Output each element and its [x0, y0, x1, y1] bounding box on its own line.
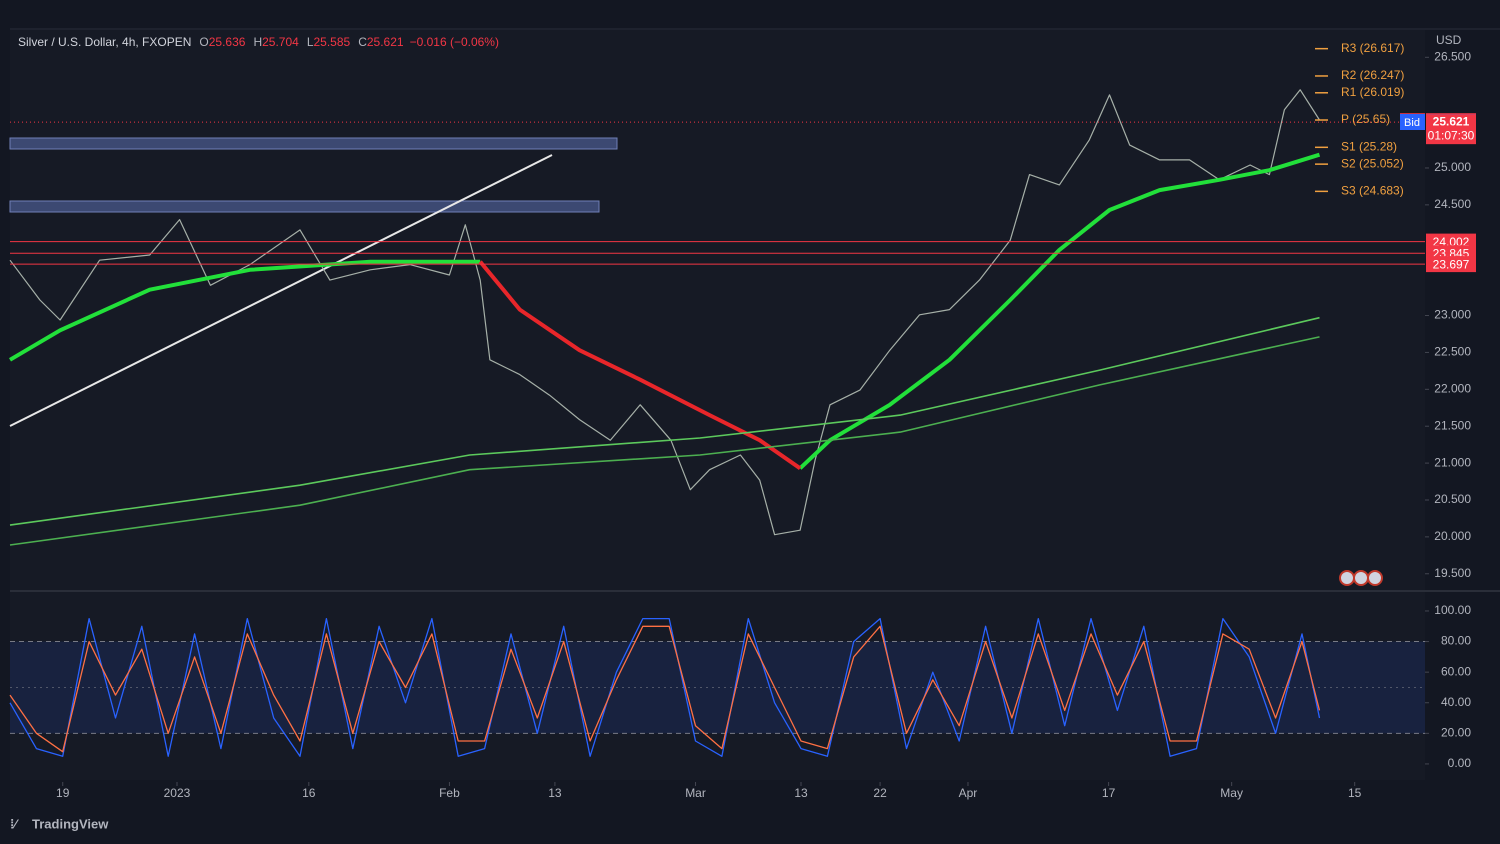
- ohlc-value: 25.704: [262, 35, 299, 49]
- event-icon: [1339, 570, 1355, 586]
- oscillator-band: [10, 641, 1425, 734]
- event-icon: [1367, 570, 1383, 586]
- x-tick-label: 13: [548, 786, 562, 800]
- logo-icon: ⁞⁄: [10, 816, 19, 831]
- event-icon: [1353, 570, 1369, 586]
- y-tick-label: 0.00: [1448, 756, 1472, 770]
- x-tick-label: 22: [873, 786, 887, 800]
- y-tick-label: 25.000: [1434, 160, 1471, 174]
- quote-label: Bid: [1404, 117, 1420, 129]
- last-price: 25.621: [1433, 114, 1470, 128]
- series-line: [9, 617, 1321, 757]
- supply-zone: [9, 200, 600, 213]
- y-tick-label: 26.500: [1434, 49, 1471, 63]
- series-line: [9, 336, 1320, 546]
- pivot-label: S1 (25.28): [1341, 139, 1397, 153]
- x-tick-label: Feb: [439, 786, 460, 800]
- pivot-label: P (25.65): [1341, 112, 1390, 126]
- pivot-label: R3 (26.617): [1341, 41, 1404, 55]
- ohlc-value: 25.621: [367, 35, 404, 49]
- level-tag: [1426, 256, 1476, 273]
- ohlc-key: H: [253, 35, 262, 49]
- ohlc-key: O: [199, 35, 208, 49]
- series-line: [9, 89, 1321, 536]
- ohlc-value: 25.585: [314, 35, 351, 49]
- level-label: 23.697: [1433, 257, 1470, 271]
- event-icons: [1339, 570, 1383, 586]
- chart-header: Silver / U.S. Dollar, 4h, FXOPEN O25.636 H…: [18, 35, 499, 49]
- pivot-label: S3 (24.683): [1341, 184, 1404, 198]
- ohlc-value: 25.636: [209, 35, 246, 49]
- price-pane: [10, 30, 1425, 590]
- trend-line: [9, 154, 553, 427]
- ohlc-key: L: [307, 35, 314, 49]
- x-tick-label: 17: [1102, 786, 1116, 800]
- logo: ⁞⁄ TradingView: [10, 816, 109, 831]
- x-tick-label: May: [1220, 786, 1243, 800]
- y-tick-label: 22.500: [1434, 345, 1471, 359]
- change: −0.016 (−0.06%): [410, 35, 499, 49]
- countdown: 01:07:30: [1428, 128, 1475, 142]
- quote-tag: [1400, 114, 1425, 131]
- x-tick-label: 15: [1348, 786, 1362, 800]
- series-line: [9, 625, 1321, 753]
- y-tick-label: 23.000: [1434, 308, 1471, 322]
- pivot-label: S2 (25.052): [1341, 156, 1404, 170]
- y-tick-label: 20.00: [1441, 726, 1471, 740]
- y-tick-label: 80.00: [1441, 634, 1471, 648]
- y-tick-label: 20.500: [1434, 492, 1471, 506]
- pivot-label: R2 (26.247): [1341, 68, 1404, 82]
- y-tick-label: 22.000: [1434, 381, 1471, 395]
- x-tick-label: 13: [794, 786, 808, 800]
- supply-zone: [9, 137, 618, 150]
- series-line: [9, 316, 1320, 526]
- y-tick-label: 100.00: [1434, 603, 1471, 617]
- series-line: [478, 260, 802, 470]
- y-tick-label: 60.00: [1441, 664, 1471, 678]
- x-tick-label: 16: [302, 786, 316, 800]
- x-tick-label: 2023: [164, 786, 191, 800]
- x-tick-label: Apr: [959, 786, 978, 800]
- logo-text: TradingView: [32, 816, 109, 831]
- series-line: [8, 152, 1321, 470]
- y-tick-label: 40.00: [1441, 695, 1471, 709]
- y-tick-label: 24.500: [1434, 197, 1471, 211]
- ohlc-key: C: [358, 35, 367, 49]
- last-price-box: [1426, 114, 1476, 145]
- y-tick-label: 20.000: [1434, 529, 1471, 543]
- y-tick-label: 21.000: [1434, 455, 1471, 469]
- y-tick-label: 19.500: [1434, 566, 1471, 580]
- x-tick-label: 19: [56, 786, 70, 800]
- y-tick-label: 21.500: [1434, 418, 1471, 432]
- currency: USD: [1436, 33, 1462, 47]
- x-tick-label: Mar: [685, 786, 706, 800]
- symbol: Silver / U.S. Dollar, 4h, FXOPEN: [18, 35, 191, 49]
- pivot-label: R1 (26.019): [1341, 85, 1404, 99]
